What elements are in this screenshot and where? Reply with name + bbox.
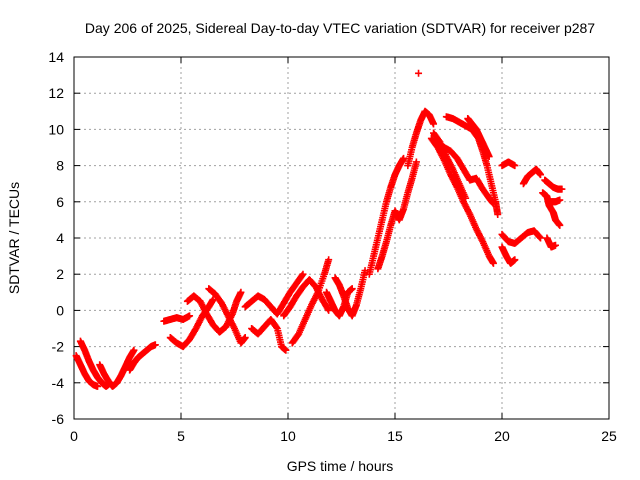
x-axis-label: GPS time / hours [287, 458, 394, 474]
y-axis-label: SDTVAR / TECUs [6, 182, 22, 294]
data-point [298, 271, 306, 279]
series-morning-a [160, 312, 194, 325]
y-tick-label: 2 [56, 266, 64, 282]
series-peak-d [434, 140, 497, 208]
series-morning-d [205, 285, 249, 347]
data-point [282, 346, 290, 354]
series-mid-f [331, 267, 369, 320]
series-late-a [498, 158, 519, 170]
grid [74, 57, 609, 419]
series-mid-a [241, 270, 307, 318]
y-tick-label: 12 [48, 85, 64, 101]
data-point [151, 341, 159, 349]
data-point [552, 241, 559, 249]
data-point [241, 334, 249, 342]
y-tick-label: 0 [56, 302, 64, 318]
data-point [556, 221, 564, 229]
series-late-g [543, 234, 559, 251]
data-point [299, 270, 307, 278]
data-point [511, 256, 519, 264]
y-tick-label: -2 [52, 339, 65, 355]
series-late-e [539, 189, 564, 229]
data-point [537, 171, 545, 179]
data-point [462, 194, 470, 202]
series-morning-b [166, 296, 217, 351]
series-late-d [519, 165, 545, 188]
data-point [209, 296, 217, 304]
x-tick-label: 15 [387, 428, 403, 444]
series-rise-a [365, 154, 408, 278]
y-tick-label: -6 [52, 411, 65, 427]
y-tick-label: 4 [56, 230, 64, 246]
data-point [485, 153, 493, 161]
data-point [494, 210, 502, 218]
series-mid-d [288, 256, 333, 347]
data-point [511, 162, 519, 170]
data-point [272, 323, 280, 331]
y-tick-label: -4 [52, 375, 65, 391]
x-tick-label: 0 [70, 428, 78, 444]
series-morning-c [183, 288, 245, 336]
y-tick-label: 14 [48, 49, 64, 65]
data-point [558, 185, 566, 193]
data-points [72, 69, 566, 390]
series-mid-b [248, 315, 290, 354]
series-early-dip-c [96, 346, 138, 390]
x-tick-label: 5 [177, 428, 185, 444]
series-late-c [498, 227, 545, 247]
y-tick-label: 6 [56, 194, 64, 210]
data-point [556, 196, 564, 204]
data-point [348, 285, 356, 293]
y-tick-label: 8 [56, 158, 64, 174]
x-tick-label: 25 [601, 428, 617, 444]
series-peak-outlier [415, 69, 423, 77]
data-point [361, 267, 369, 275]
data-point [489, 259, 497, 267]
x-tick-label: 10 [280, 428, 296, 444]
series-early-rise [126, 341, 159, 374]
data-point [186, 312, 194, 320]
series-late-b [498, 243, 519, 267]
data-point [537, 234, 545, 242]
series-early-dip-a [72, 352, 102, 390]
data-point [237, 288, 245, 296]
data-point [325, 306, 333, 314]
data-point [536, 233, 544, 241]
series-rise-c [404, 107, 438, 170]
series-late-h [547, 196, 564, 206]
data-point [430, 120, 438, 128]
chart-title: Day 206 of 2025, Sidereal Day-to-day VTE… [85, 20, 595, 36]
data-point [130, 346, 138, 354]
series-rise-b [374, 158, 420, 273]
series-early-dip-b [76, 337, 114, 390]
series-peak-e [464, 115, 493, 161]
axis-ticks: 0 5 10 15 20 25 -6 -4 -2 0 2 4 6 8 10 12 14 [48, 49, 617, 444]
data-point [325, 256, 333, 264]
series-late-f [541, 176, 566, 193]
data-point [412, 158, 420, 166]
data-point [489, 200, 497, 208]
x-tick-label: 20 [494, 428, 510, 444]
y-tick-label: 10 [48, 121, 64, 137]
data-point [324, 305, 332, 313]
series-mid-c [280, 276, 333, 320]
data-point [400, 154, 408, 162]
data-point [94, 382, 102, 390]
data-point [415, 69, 423, 77]
series-peak-b [430, 129, 470, 202]
